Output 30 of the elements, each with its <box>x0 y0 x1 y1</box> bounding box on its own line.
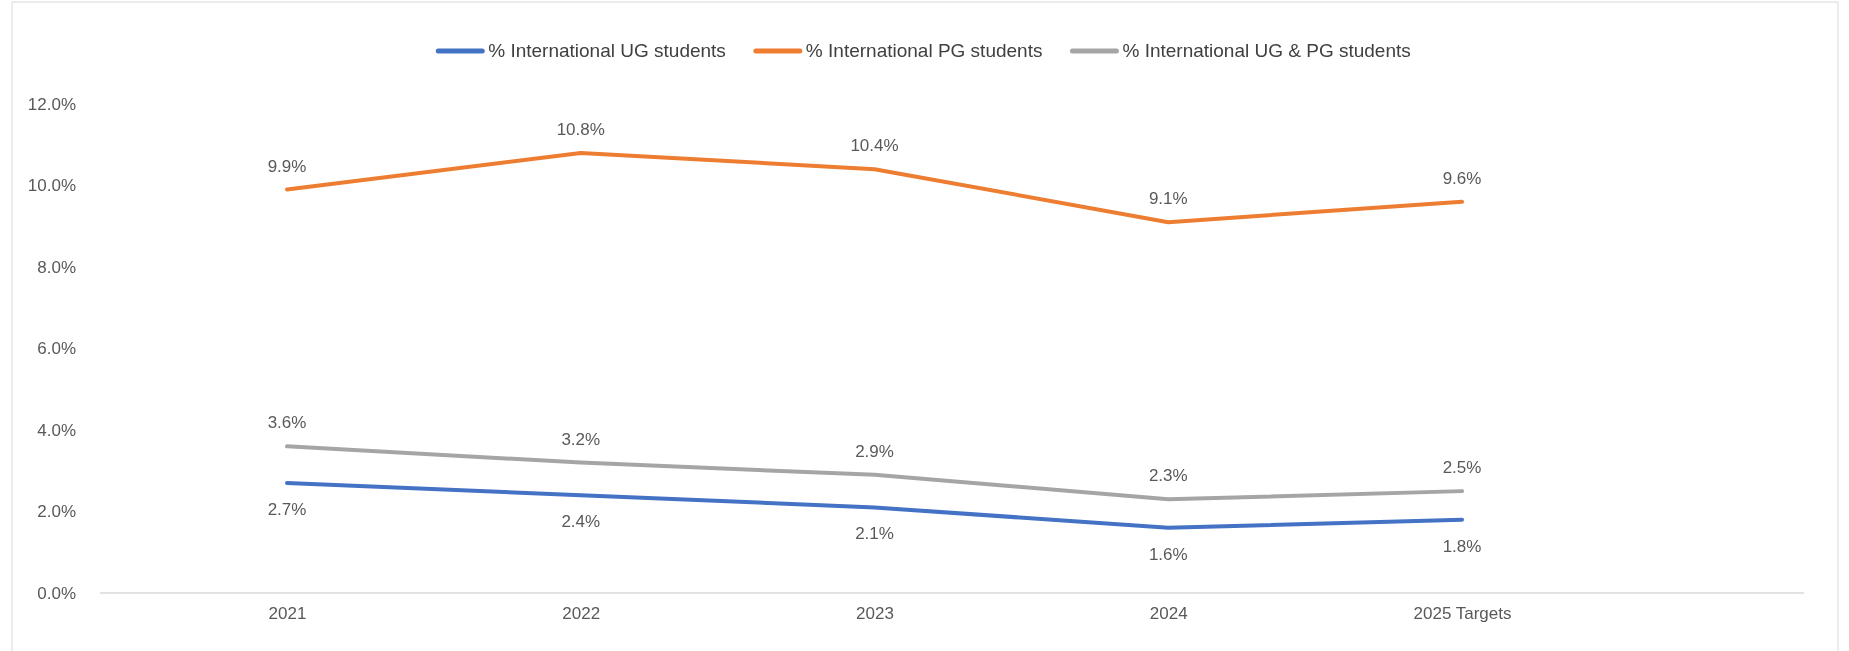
data-label: 2.5% <box>1442 458 1482 478</box>
data-label: 1.8% <box>1442 536 1482 556</box>
y-tick-label: 2.0% <box>37 502 76 522</box>
data-label: 3.6% <box>267 413 307 433</box>
data-label: 9.9% <box>267 156 307 176</box>
data-label: 2.7% <box>267 499 307 519</box>
data-label: 1.6% <box>1148 544 1188 564</box>
legend-label: % International UG & PG students <box>1122 40 1411 61</box>
x-tick-label: 2025 Targets <box>1413 604 1512 624</box>
y-tick-label: 8.0% <box>37 257 76 277</box>
y-tick-label: 6.0% <box>37 339 76 359</box>
y-tick-label: 10.0% <box>27 176 76 196</box>
data-label: 2.1% <box>855 524 894 544</box>
legend-label: % International UG students <box>488 40 726 61</box>
x-tick-label: 2023 <box>856 604 894 624</box>
y-tick-label: 12.0% <box>27 94 76 114</box>
data-label: 2.3% <box>1148 466 1188 486</box>
y-tick-label: 4.0% <box>37 420 76 440</box>
data-label: 10.4% <box>850 136 899 156</box>
data-label: 9.6% <box>1442 168 1482 188</box>
data-label: 9.1% <box>1148 189 1188 209</box>
data-label: 10.8% <box>556 119 605 139</box>
data-label: 3.2% <box>561 429 601 449</box>
data-label: 2.9% <box>855 441 894 461</box>
y-tick-label: 0.0% <box>37 583 76 603</box>
x-tick-label: 2021 <box>268 604 307 624</box>
data-label: 2.4% <box>561 512 601 532</box>
legend-label: % International PG students <box>805 40 1043 61</box>
x-tick-label: 2022 <box>562 604 601 624</box>
x-tick-label: 2024 <box>1149 604 1188 624</box>
